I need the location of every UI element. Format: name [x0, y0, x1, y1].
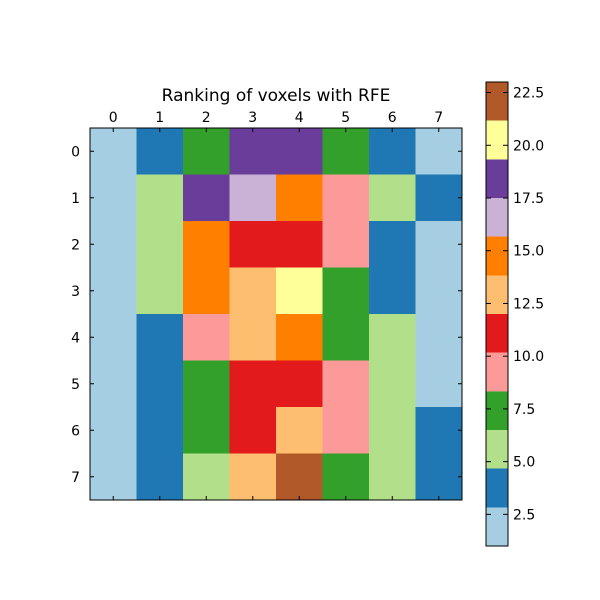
heatmap-cell	[183, 267, 230, 315]
heatmap-cell	[136, 221, 184, 268]
heatmap-cell	[90, 407, 137, 454]
y-tick-label: 0	[71, 144, 80, 160]
x-tick-label: 0	[109, 110, 118, 126]
heatmap-cell	[276, 407, 323, 454]
colorbar: 2.5 5.0 7.5 10.0 12.5 15.0 17.5 20.0 22.5	[485, 81, 544, 547]
colorbar-frame	[485, 81, 509, 547]
heatmap-cell	[90, 128, 137, 175]
x-axis-ticks: 0 1 2 3 4 5 6 7	[109, 110, 443, 500]
heatmap-cell	[136, 407, 184, 454]
heatmap-cell	[136, 360, 184, 408]
heatmap-cell	[183, 314, 230, 361]
heatmap-cell	[90, 267, 137, 315]
heatmap-cell	[229, 407, 277, 454]
heatmap-cell	[229, 453, 277, 501]
heatmap-cell	[136, 174, 184, 222]
y-tick-label: 4	[71, 330, 80, 346]
heatmap-cell	[90, 221, 137, 268]
x-tick-label: 3	[248, 110, 257, 126]
heatmap-cell	[415, 267, 463, 315]
heatmap-cell	[90, 360, 137, 408]
heatmap-cell	[183, 174, 230, 222]
heatmap-cell	[322, 267, 370, 315]
heatmap-cell	[369, 174, 416, 222]
heatmap-cell	[322, 360, 370, 408]
heatmap-cell	[276, 453, 323, 501]
heatmap-cells	[90, 128, 463, 501]
heatmap-cell	[229, 221, 277, 268]
y-axis-ticks: 0 1 2 3 4 5 6 7	[71, 144, 462, 486]
x-tick-label: 4	[295, 110, 304, 126]
heatmap-cell	[183, 128, 230, 175]
heatmap-cell	[183, 360, 230, 408]
heatmap-cell	[369, 453, 416, 501]
heatmap-cell	[322, 314, 370, 361]
heatmap-cell	[415, 128, 463, 175]
heatmap-cell	[136, 314, 184, 361]
colorbar-tick-label: 15.0	[513, 244, 544, 260]
y-tick-label: 3	[71, 284, 80, 300]
heatmap-cell	[322, 453, 370, 501]
heatmap-cell	[229, 128, 277, 175]
heatmap-cell	[136, 128, 184, 175]
colorbar-tick-label: 2.5	[513, 507, 535, 523]
heatmap-cell	[183, 453, 230, 501]
heatmap-cell	[229, 314, 277, 361]
colorbar-tick-label: 10.0	[513, 349, 544, 365]
heatmap-cell	[415, 221, 463, 268]
x-tick-label: 1	[155, 110, 164, 126]
colorbar-tick-label: 20.0	[513, 138, 544, 154]
heatmap-cell	[322, 174, 370, 222]
y-tick-label: 7	[71, 470, 80, 486]
y-tick-label: 2	[71, 237, 80, 253]
heatmap-cell	[229, 360, 277, 408]
heatmap-cell	[90, 453, 137, 501]
colorbar-ticks: 2.5 5.0 7.5 10.0 12.5 15.0 17.5 20.0 22.5	[486, 86, 544, 523]
heatmap-cell	[369, 128, 416, 175]
colorbar-tick-label: 7.5	[513, 402, 535, 418]
heatmap-cell	[136, 267, 184, 315]
heatmap-cell	[276, 314, 323, 361]
heatmap-cell	[369, 360, 416, 408]
heatmap-cell	[369, 314, 416, 361]
heatmap-cell	[369, 407, 416, 454]
heatmap-cell	[90, 174, 137, 222]
heatmap-cell	[415, 453, 463, 501]
heatmap-cell	[369, 221, 416, 268]
colorbar-tick-label: 5.0	[513, 455, 535, 471]
heatmap-cell	[276, 128, 323, 175]
heatmap-cell	[415, 407, 463, 454]
heatmap-cell	[276, 174, 323, 222]
x-tick-label: 7	[434, 110, 443, 126]
y-tick-label: 1	[71, 191, 80, 207]
x-tick-label: 2	[202, 110, 211, 126]
heatmap-cell	[276, 360, 323, 408]
heatmap-cell	[369, 267, 416, 315]
heatmap-cell	[229, 267, 277, 315]
x-tick-label: 6	[388, 110, 397, 126]
heatmap-cell	[322, 128, 370, 175]
colorbar-tick-label: 17.5	[513, 191, 544, 207]
heatmap-cell	[90, 314, 137, 361]
x-tick-label: 5	[341, 110, 350, 126]
chart-title: Ranking of voxels with RFE	[162, 86, 391, 106]
colorbar-gradient	[486, 82, 508, 546]
heatmap-cell	[183, 407, 230, 454]
heatmap-cell	[415, 174, 463, 222]
heatmap-cell	[136, 453, 184, 501]
colorbar-tick-label: 22.5	[513, 86, 544, 102]
colorbar-tick-label: 12.5	[513, 296, 544, 312]
heatmap-cell	[322, 407, 370, 454]
heatmap-cell	[229, 174, 277, 222]
heatmap-cell	[276, 267, 323, 315]
y-tick-label: 6	[71, 423, 80, 439]
heatmap-cell	[276, 221, 323, 268]
heatmap-cell	[415, 360, 463, 408]
plot-frame	[89, 127, 463, 501]
heatmap-cell	[183, 221, 230, 268]
heatmap-cell	[322, 221, 370, 268]
heatmap-cell	[415, 314, 463, 361]
y-tick-label: 5	[71, 377, 80, 393]
